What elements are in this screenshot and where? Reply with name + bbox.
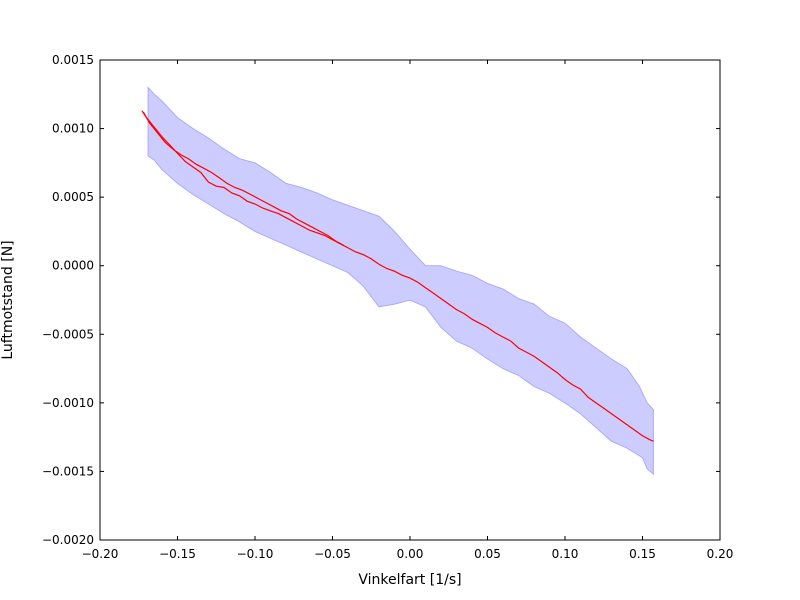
x-tick-label: 0.10: [552, 547, 579, 561]
y-tick-label: −0.0020: [42, 533, 94, 547]
x-tick-label: 0.00: [397, 547, 424, 561]
y-tick-label: 0.0005: [52, 190, 94, 204]
y-tick-label: 0.0010: [52, 122, 94, 136]
x-tick-label: 0.20: [707, 547, 734, 561]
series-line-2: [142, 111, 344, 246]
x-tick-label: −0.05: [314, 547, 351, 561]
x-tick-label: −0.15: [159, 547, 196, 561]
y-tick-label: 0.0015: [52, 53, 94, 67]
x-axis-label: Vinkelfart [1/s]: [358, 572, 461, 588]
confidence-band: [147, 86, 654, 476]
x-tick-label: 0.15: [629, 547, 656, 561]
y-tick-label: −0.0010: [42, 396, 94, 410]
y-axis-ticks: −0.0020 −0.0015 −0.0010 −0.0005 0.0000 0.0005…: [42, 53, 720, 547]
x-tick-label: −0.10: [237, 547, 274, 561]
y-axis-label: Luftmotstand [N]: [0, 240, 16, 359]
series-line-1: [141, 110, 654, 442]
x-axis-ticks: −0.20 −0.15 −0.10 −0.05 0.00 0.05 0.10 0.15 0.20: [82, 60, 734, 561]
plot-area: [141, 86, 654, 476]
y-tick-label: 0.0000: [52, 259, 94, 273]
y-tick-label: −0.0005: [42, 327, 94, 341]
x-tick-label: −0.20: [82, 547, 119, 561]
y-tick-label: −0.0015: [42, 464, 94, 478]
series-layer: [141, 110, 654, 442]
x-tick-label: 0.05: [474, 547, 501, 561]
